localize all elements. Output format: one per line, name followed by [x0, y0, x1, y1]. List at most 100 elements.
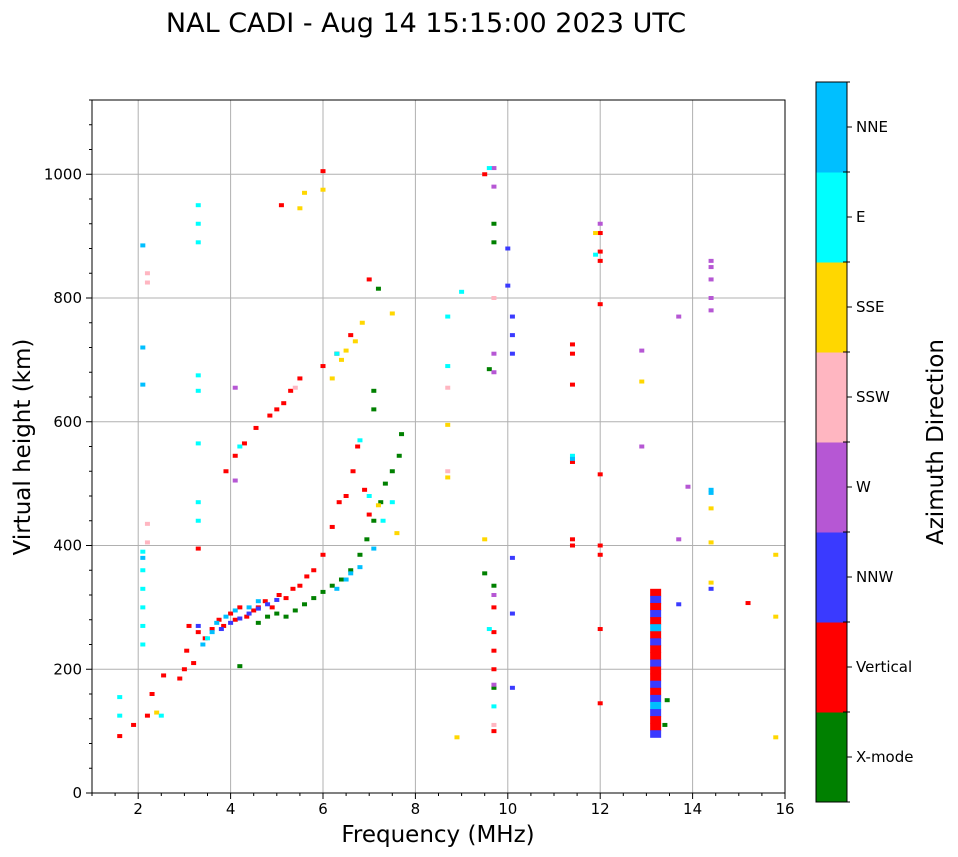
data-point-vertical — [355, 444, 361, 449]
data-point-e — [380, 518, 386, 523]
data-point-vertical — [241, 441, 247, 446]
data-point-nnw — [509, 685, 515, 690]
data-point-vertical — [650, 673, 662, 682]
data-point-vertical — [569, 459, 575, 464]
y-axis-label: Virtual height (km) — [10, 339, 36, 556]
data-point-x-mode — [371, 518, 377, 523]
data-point-vertical — [482, 172, 488, 177]
data-point-ssw — [144, 271, 150, 276]
x-tick-label: 12 — [591, 800, 610, 818]
data-point-nnw — [237, 616, 243, 621]
data-point-vertical — [597, 472, 603, 477]
data-point-e — [569, 453, 575, 458]
data-point-vertical — [597, 258, 603, 263]
data-point-x-mode — [482, 571, 488, 576]
data-point-ssw — [445, 385, 451, 390]
data-point-vertical — [262, 599, 268, 604]
data-point-vertical — [117, 734, 123, 739]
data-point-vertical — [329, 524, 335, 529]
data-point-vertical — [597, 627, 603, 632]
data-point-e — [140, 642, 146, 647]
data-point-nne — [650, 624, 662, 632]
data-point-sse — [773, 552, 779, 557]
data-point-vertical — [650, 645, 662, 653]
data-point-sse — [375, 503, 381, 508]
data-point-x-mode — [486, 367, 492, 372]
data-point-w — [491, 593, 497, 597]
data-point-x-mode — [491, 685, 497, 690]
data-point-vertical — [237, 605, 243, 610]
data-point-vertical — [650, 617, 662, 625]
data-point-vertical — [650, 588, 662, 597]
data-point-e — [140, 549, 146, 554]
data-point-e — [486, 166, 492, 171]
data-point-nnw — [509, 314, 515, 319]
data-point-vertical — [223, 469, 229, 474]
data-point-sse — [154, 710, 160, 715]
data-point-vertical — [181, 667, 187, 672]
data-point-vertical — [362, 487, 368, 492]
data-point-e — [366, 494, 372, 498]
data-point-vertical — [209, 627, 215, 632]
data-point-vertical — [597, 701, 603, 706]
colorbar-swatch-nne — [816, 82, 847, 173]
gridlines — [92, 100, 785, 793]
data-point-vertical — [320, 364, 326, 369]
data-point-vertical — [253, 425, 259, 430]
data-point-ssw — [144, 521, 150, 526]
data-point-vertical — [274, 407, 280, 412]
data-point-vertical — [597, 552, 603, 557]
data-point-nne — [246, 605, 252, 610]
data-point-x-mode — [662, 722, 668, 727]
colorbar-frame — [815, 81, 848, 803]
data-point-nnw — [274, 597, 280, 602]
data-point-nnw — [509, 555, 515, 560]
data-point-ssw — [491, 296, 497, 300]
data-point-vertical — [569, 543, 575, 548]
data-point-e — [140, 568, 146, 573]
data-point-vertical — [161, 673, 167, 678]
data-point-w — [676, 537, 682, 542]
y-tick-label: 0 — [72, 784, 82, 802]
x-tick-label: 2 — [133, 800, 143, 818]
data-point-nne — [348, 571, 354, 576]
data-point-vertical — [650, 666, 662, 675]
data-point-x-mode — [375, 286, 381, 291]
data-point-sse — [302, 190, 308, 195]
data-point-nnw — [265, 602, 271, 607]
data-point-x-mode — [255, 620, 261, 625]
x-tick-label: 16 — [775, 800, 794, 818]
data-point-e — [195, 518, 201, 523]
data-point-nne — [214, 620, 220, 625]
data-point-nne — [255, 599, 261, 604]
data-point-nne — [371, 546, 377, 551]
data-point-vertical — [348, 333, 354, 338]
data-point-vertical — [304, 574, 310, 579]
data-point-nne — [232, 608, 238, 613]
data-point-vertical — [491, 667, 497, 672]
data-point-x-mode — [311, 596, 317, 601]
data-point-vertical — [569, 342, 575, 347]
data-point-nnw — [676, 602, 682, 607]
data-point-nne — [650, 701, 662, 710]
data-point-ssw — [144, 540, 150, 545]
colorbar-tick-label: Vertical — [856, 658, 912, 676]
data-point-nne — [223, 614, 229, 619]
data-point-vertical — [297, 583, 303, 588]
data-point-vertical — [267, 413, 273, 418]
data-point-w — [685, 484, 691, 489]
data-point-vertical — [269, 605, 275, 610]
data-point-w — [232, 385, 238, 390]
data-point-w — [676, 314, 682, 319]
data-point-vertical — [569, 537, 575, 542]
data-point-vertical — [350, 469, 356, 474]
data-point-sse — [773, 735, 779, 740]
y-tick-label: 800 — [53, 289, 82, 307]
data-point-sse — [593, 231, 599, 236]
colorbar-swatch-vertical — [816, 622, 847, 713]
data-point-e — [140, 623, 146, 628]
data-point-vertical — [491, 630, 497, 635]
data-point-e — [205, 636, 210, 641]
data-point-vertical — [221, 623, 227, 628]
data-point-x-mode — [237, 664, 243, 669]
